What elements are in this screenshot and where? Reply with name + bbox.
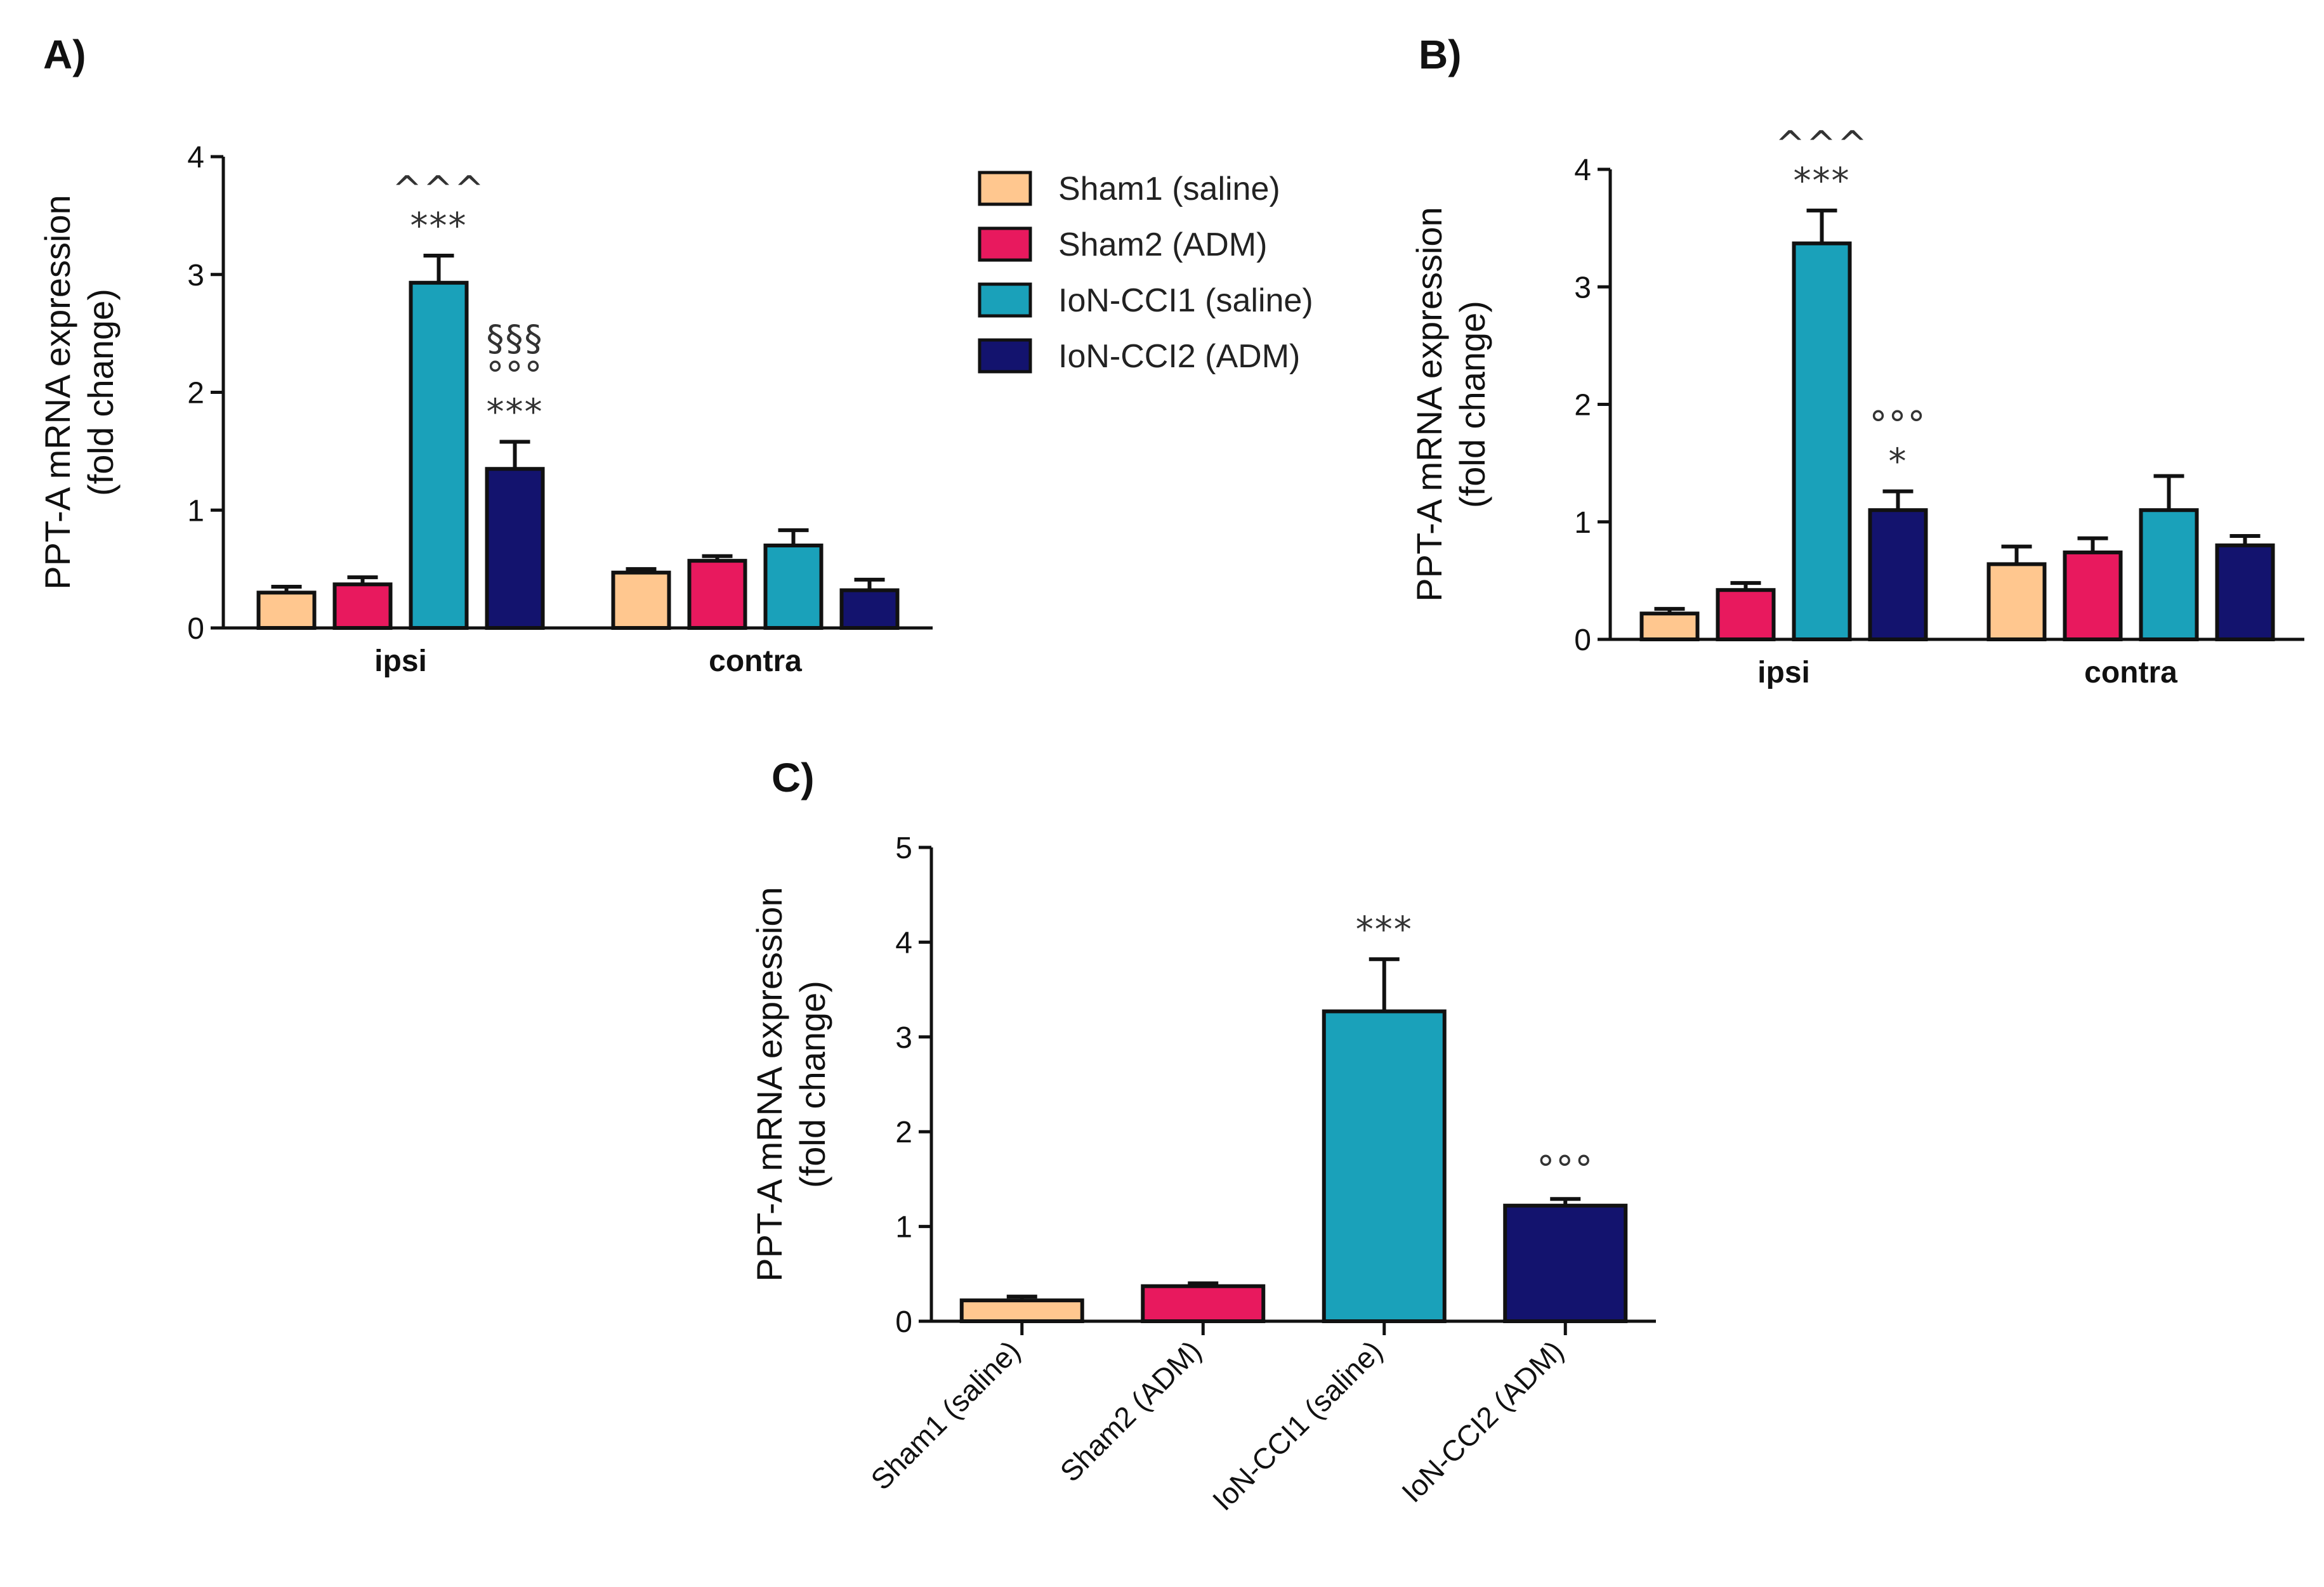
y-axis-title-line2: (fold change) bbox=[81, 289, 121, 496]
bar bbox=[1986, 562, 2047, 641]
y-tick-label: 4 bbox=[895, 926, 912, 960]
y-tick-label: 3 bbox=[1574, 271, 1591, 304]
y-axis-title-line2: (fold change) bbox=[792, 981, 832, 1188]
significance-marker: ^^^ bbox=[1775, 124, 1868, 165]
y-tick-label: 2 bbox=[1574, 389, 1591, 422]
x-category-label: Sham2 (ADM) bbox=[1054, 1334, 1208, 1488]
bar bbox=[2215, 543, 2275, 641]
x-category-label: ipsi bbox=[374, 644, 427, 678]
bar bbox=[959, 1298, 1084, 1324]
significance-marker: ^^^ bbox=[392, 169, 485, 210]
bar bbox=[2139, 508, 2199, 641]
x-category-label: Sham1 (saline) bbox=[864, 1334, 1027, 1496]
y-tick-label: 1 bbox=[895, 1211, 912, 1244]
y-tick-label: 0 bbox=[187, 612, 204, 646]
bar bbox=[1639, 611, 1700, 641]
x-category-label: contra bbox=[2084, 656, 2177, 689]
bar bbox=[1868, 508, 1928, 641]
bar bbox=[2063, 550, 2123, 641]
legend-label: Sham2 (ADM) bbox=[1058, 226, 1267, 263]
significance-marker: °°° bbox=[1870, 405, 1927, 446]
panel-label: C) bbox=[771, 755, 815, 800]
y-tick-label: 3 bbox=[187, 259, 204, 292]
significance-marker: °°° bbox=[487, 355, 544, 396]
legend: Sham1 (saline) Sham2 (ADM) IoN-CCI1 (salin… bbox=[978, 171, 1313, 375]
legend-swatch bbox=[978, 282, 1032, 318]
significance-marker: *** bbox=[410, 206, 468, 247]
bar bbox=[839, 588, 900, 630]
y-tick-label: 1 bbox=[187, 494, 204, 528]
x-category-label: ipsi bbox=[1757, 656, 1810, 689]
y-tick-label: 5 bbox=[895, 832, 912, 865]
significance-marker: *** bbox=[487, 392, 544, 433]
panel-b-chart: B) 0 1 2 3 4 PPT-A mRNA expression (fold change… bbox=[1409, 32, 2304, 689]
x-category-label: contra bbox=[709, 644, 802, 678]
y-axis-title-line2: (fold change) bbox=[1452, 301, 1492, 508]
significance-marker: °°° bbox=[1537, 1149, 1594, 1190]
y-tick-label: 2 bbox=[895, 1116, 912, 1149]
significance-marker: * bbox=[1889, 441, 1908, 483]
significance-marker: §§§ bbox=[487, 318, 544, 360]
panel-label: A) bbox=[43, 32, 86, 77]
legend-label: Sham1 (saline) bbox=[1058, 171, 1280, 207]
significance-marker: *** bbox=[1794, 160, 1851, 202]
y-tick-label: 4 bbox=[187, 141, 204, 174]
x-category-label: IoN-CCI2 (ADM) bbox=[1395, 1334, 1570, 1508]
legend-label: IoN-CCI1 (saline) bbox=[1058, 282, 1313, 319]
panel-c-chart: C) 0 1 2 3 4 5 PPT-A mRNA expression (fold chang… bbox=[749, 755, 1656, 1517]
bar bbox=[1503, 1203, 1628, 1324]
y-axis-title-line1: PPT-A mRNA expression bbox=[749, 887, 789, 1281]
y-tick-label: 1 bbox=[1574, 506, 1591, 540]
legend-label: IoN-CCI2 (ADM) bbox=[1058, 338, 1300, 375]
y-tick-label: 0 bbox=[895, 1305, 912, 1339]
legend-swatch bbox=[978, 171, 1032, 206]
significance-marker: *** bbox=[1356, 909, 1413, 950]
bar bbox=[332, 582, 393, 630]
y-tick-label: 0 bbox=[1574, 624, 1591, 657]
panel-a-chart: A) 0 1 2 3 4 PPT-A mRNA expression (fold change… bbox=[37, 32, 933, 678]
y-tick-label: 4 bbox=[1574, 153, 1591, 187]
y-axis-title-line1: PPT-A mRNA expression bbox=[1409, 207, 1449, 601]
bar bbox=[409, 280, 469, 630]
bar bbox=[1716, 588, 1776, 642]
bar bbox=[1322, 1009, 1447, 1324]
panel-label: B) bbox=[1419, 32, 1462, 77]
legend-swatch bbox=[978, 226, 1032, 262]
bar bbox=[256, 591, 317, 630]
y-tick-label: 2 bbox=[187, 377, 204, 410]
y-axis-title-line1: PPT-A mRNA expression bbox=[37, 195, 77, 589]
y-tick-label: 3 bbox=[895, 1021, 912, 1055]
bar bbox=[611, 570, 671, 630]
bar bbox=[763, 543, 824, 630]
bar bbox=[485, 467, 545, 630]
legend-swatch bbox=[978, 338, 1032, 374]
bar bbox=[687, 559, 747, 630]
bar bbox=[1792, 241, 1852, 641]
bar bbox=[1141, 1284, 1266, 1324]
x-category-label: IoN-CCI1 (saline) bbox=[1206, 1334, 1389, 1517]
